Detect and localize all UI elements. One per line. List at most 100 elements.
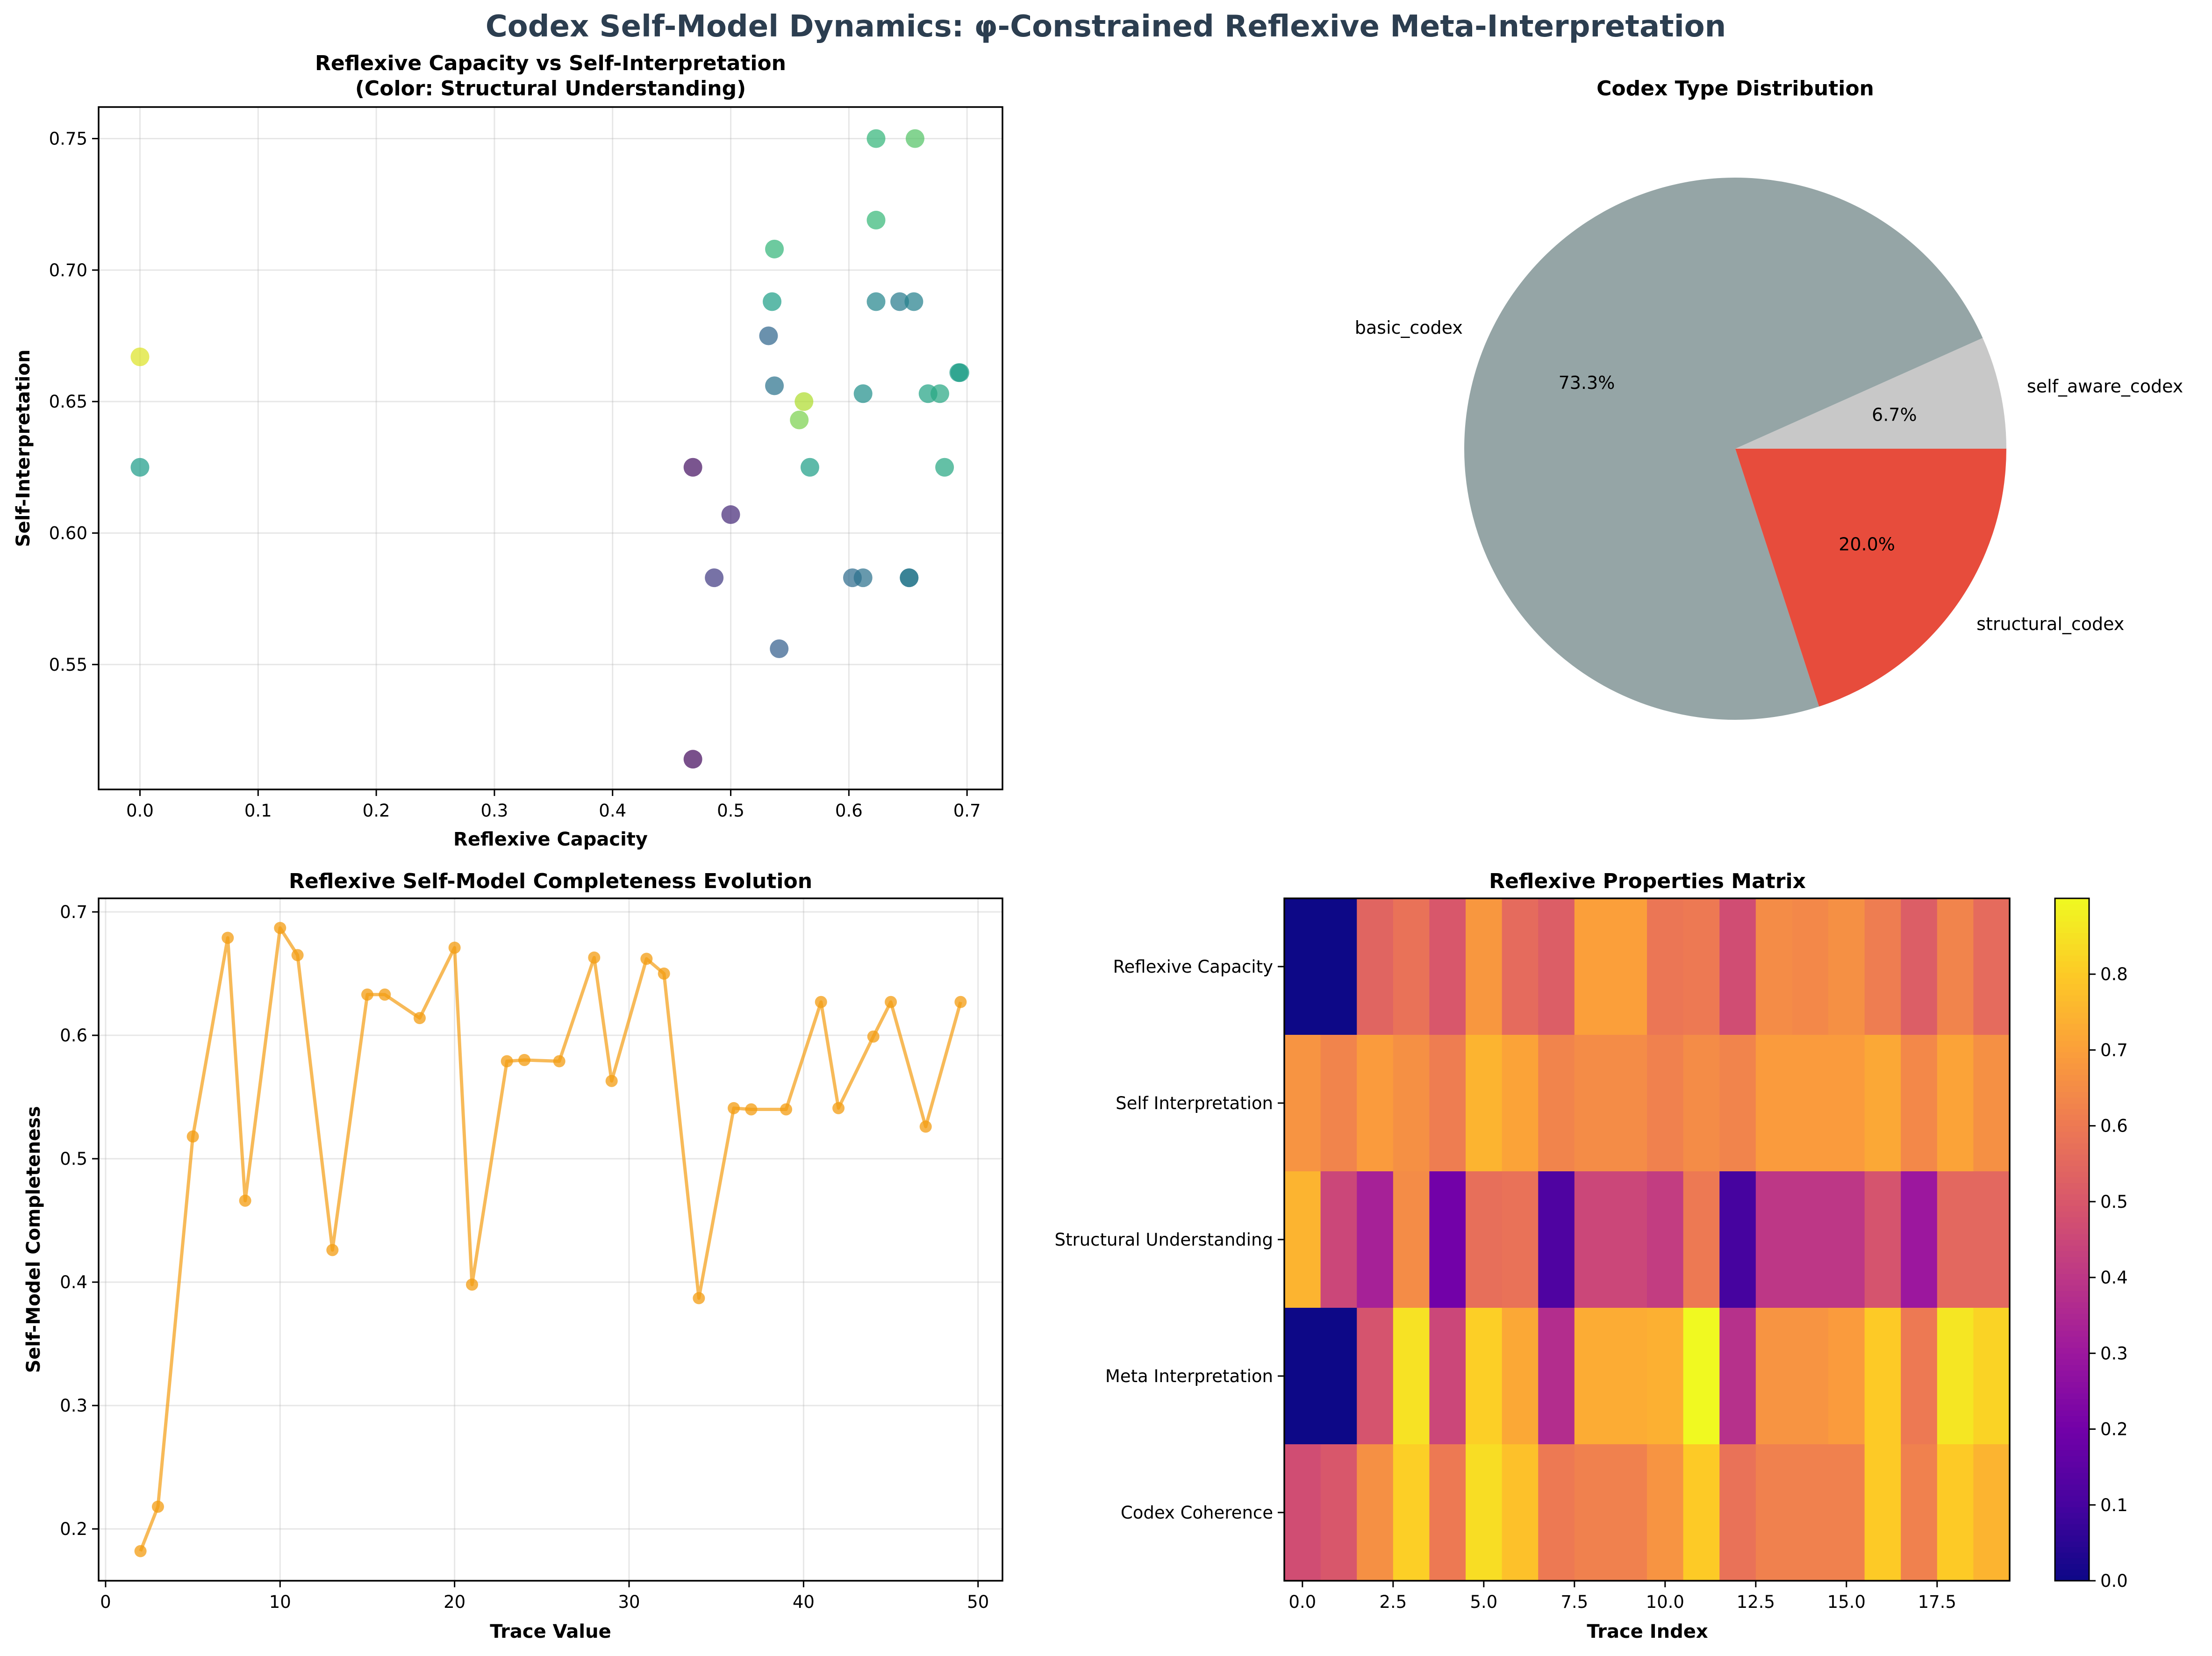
colorbar-band xyxy=(2055,1080,2089,1087)
colorbar-band xyxy=(2055,1240,2089,1246)
heatmap-cell xyxy=(1357,898,1394,1035)
scatter-grid xyxy=(99,107,1002,789)
heatmap-title: Reflexive Properties Matrix xyxy=(1489,869,1806,893)
heatmap-cell xyxy=(1502,1171,1539,1308)
colorbar-band xyxy=(2055,1484,2089,1491)
heatmap-cell xyxy=(1901,1171,1938,1308)
heatmap-cell xyxy=(1937,1444,1974,1581)
colorbar-band xyxy=(2055,1131,2089,1138)
heatmap-cell xyxy=(1429,1444,1466,1581)
scatter-point xyxy=(866,129,886,148)
heatmap-cell xyxy=(1393,1171,1430,1308)
colorbar-band xyxy=(2055,955,2089,961)
line-point xyxy=(745,1103,758,1116)
line-point xyxy=(919,1120,932,1133)
line-point xyxy=(605,1075,618,1087)
colorbar-band xyxy=(2055,1467,2089,1473)
colorbar-band xyxy=(2055,1427,2089,1434)
scatter-point xyxy=(759,326,778,345)
line-point xyxy=(640,953,653,965)
heatmap-cell xyxy=(1357,1308,1394,1445)
colorbar-band xyxy=(2055,1069,2089,1075)
heatmap-cell xyxy=(1792,1308,1829,1445)
colorbar-band xyxy=(2055,1233,2089,1240)
line-point xyxy=(728,1102,740,1114)
line-title: Reflexive Self-Model Completeness Evolut… xyxy=(289,869,812,893)
heatmap-x-tick-label: 12.5 xyxy=(1737,1592,1775,1612)
colorbar-band xyxy=(2055,1222,2089,1229)
heatmap-cell xyxy=(1828,1035,1865,1172)
colorbar-tick-label: 0.8 xyxy=(2100,964,2128,984)
colorbar-tick-label: 0.0 xyxy=(2100,1571,2128,1591)
line-point xyxy=(465,1278,478,1291)
colorbar-band xyxy=(2055,1569,2089,1576)
line-axes-frame xyxy=(98,897,1003,1582)
heatmap-cell xyxy=(1538,898,1575,1035)
line-point xyxy=(413,1012,426,1025)
heatmap-cell xyxy=(1357,1171,1394,1308)
colorbar-band xyxy=(2055,1529,2089,1536)
colorbar-band xyxy=(2055,1205,2089,1212)
colorbar-band xyxy=(2055,898,2089,904)
heatmap-x-tick-label: 17.5 xyxy=(1918,1592,1956,1612)
line-y-tick-label: 0.4 xyxy=(60,1272,87,1292)
pie-panel: Codex Type Distribution self_aware_codex… xyxy=(1355,77,2183,720)
scatter-x-tick-label: 0.5 xyxy=(717,801,744,821)
scatter-point xyxy=(721,505,740,524)
heatmap-row-label: Structural Understanding xyxy=(1055,1230,1274,1250)
colorbar-tick-label: 0.6 xyxy=(2100,1116,2128,1136)
heatmap-x-tick-label: 5.0 xyxy=(1470,1592,1497,1612)
heatmap-cell xyxy=(1466,1171,1503,1308)
heatmap-row-label: Self Interpretation xyxy=(1116,1093,1273,1113)
pie-title: Codex Type Distribution xyxy=(1596,77,1874,100)
heatmap-cell xyxy=(1719,1308,1756,1445)
heatmap-cell xyxy=(1574,1035,1611,1172)
colorbar-band xyxy=(2055,1177,2089,1183)
line-series-path xyxy=(139,926,962,1552)
colorbar-band xyxy=(2055,1148,2089,1155)
line-x-tick-label: 30 xyxy=(618,1592,640,1612)
colorbar-band xyxy=(2055,1518,2089,1525)
colorbar-band xyxy=(2055,1348,2089,1354)
heatmap-cell xyxy=(1901,1444,1938,1581)
colorbar-band xyxy=(2055,1103,2089,1109)
colorbar-band xyxy=(2055,1506,2089,1513)
colorbar-band xyxy=(2055,1268,2089,1274)
scatter-point xyxy=(763,292,782,311)
scatter-point xyxy=(800,458,819,477)
scatter-point xyxy=(905,129,924,148)
heatmap-cell xyxy=(1284,1308,1321,1445)
scatter-point xyxy=(790,410,809,430)
colorbar-frame xyxy=(2054,897,2090,1582)
colorbar-band xyxy=(2055,1075,2089,1081)
pie-slice-label: basic_codex xyxy=(1355,317,1463,338)
colorbar-band xyxy=(2055,1109,2089,1115)
line-x-tick-label: 40 xyxy=(793,1592,815,1612)
colorbar-band xyxy=(2055,983,2089,990)
heatmap-cell xyxy=(1574,1444,1611,1581)
scatter-point xyxy=(935,458,954,477)
colorbar-band xyxy=(2055,1450,2089,1456)
scatter-point xyxy=(765,239,784,258)
pie-slice-label: structural_codex xyxy=(1976,614,2124,634)
colorbar-band xyxy=(2055,1262,2089,1269)
heatmap-cell xyxy=(1647,1308,1684,1445)
heatmap-cell xyxy=(1284,1035,1321,1172)
colorbar-band xyxy=(2055,1387,2089,1394)
colorbar-tick-label: 0.5 xyxy=(2100,1192,2128,1212)
pie-slice xyxy=(1735,337,2006,449)
heatmap-cell xyxy=(1755,1035,1792,1172)
colorbar-band xyxy=(2055,926,2089,933)
pie-slice-percent: 6.7% xyxy=(1872,404,1917,425)
colorbar-band xyxy=(2055,1165,2089,1172)
heatmap-cell xyxy=(1502,1035,1539,1172)
line-x-tick-label: 0 xyxy=(100,1592,111,1612)
scatter-panel: Reflexive Capacity vs Self-Interpretatio… xyxy=(13,51,1003,850)
heatmap-cell xyxy=(1792,1444,1829,1581)
heatmap-cell xyxy=(1538,1308,1575,1445)
colorbar-band xyxy=(2055,1052,2089,1058)
scatter-point xyxy=(765,376,784,395)
colorbar-band xyxy=(2055,1541,2089,1547)
heatmap-ticks: Reflexive Capacity Self Interpretation Str… xyxy=(1055,957,1956,1612)
colorbar-band xyxy=(2055,1245,2089,1252)
